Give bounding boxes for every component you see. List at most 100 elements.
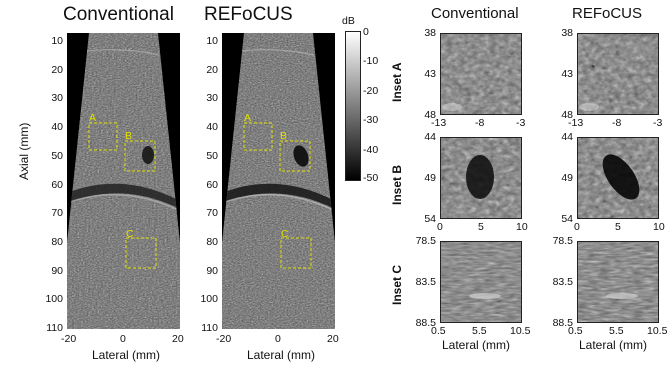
inset-c-xtick: 10.5 (510, 325, 531, 337)
inset-b-ytick: 54 (424, 213, 436, 225)
roi-label-b: B (125, 130, 133, 142)
roi-label-c: C (126, 228, 134, 240)
axial-axis-label: Axial (mm) (17, 122, 31, 180)
xtick-left-neg20: -20 (61, 333, 77, 345)
inset-a-xtick: -8 (475, 117, 485, 129)
inset-b-ytick: 44 (561, 131, 573, 143)
inset-b-xtick: 5 (615, 221, 621, 233)
roi-box-a-2 (243, 122, 273, 151)
ultrasound-svg-conventional (67, 33, 180, 329)
inset-c-refo-panel (577, 241, 659, 323)
inset-c-ytick: 78.5 (415, 235, 436, 247)
inset-c-xtick: 0.5 (568, 325, 583, 337)
inset-a-refo-panel (577, 33, 659, 115)
inset-lateral-label: Lateral (mm) (442, 338, 511, 352)
axial-tick-label: 100 (45, 293, 63, 306)
roi-label-b-2: B (280, 130, 288, 142)
axial-tick-label: 80 (51, 235, 63, 248)
colorbar-unit: dB (342, 15, 355, 27)
inset-a-xtick: -13 (431, 117, 447, 129)
lateral-label-mid: Lateral (mm) (247, 348, 316, 362)
inset-b-refo-panel (577, 137, 659, 219)
inset-a-conv-panel (440, 33, 522, 115)
inset-c-label: Inset C (390, 264, 404, 305)
xtick-mid-20: 20 (327, 333, 339, 345)
inset-a-xtick: -3 (653, 117, 663, 129)
inset-c-conv-panel (440, 241, 522, 323)
axial-tick-label-mid: 40 (206, 121, 218, 134)
axial-tick-label-mid: 110 (201, 322, 218, 334)
inset-b-xtick: 0 (437, 221, 443, 233)
roi-box-b-2 (279, 140, 311, 172)
inset-b-ytick: 49 (424, 172, 436, 184)
inset-c-xtick: 0.5 (431, 325, 446, 337)
xtick-mid-neg20: -20 (216, 333, 232, 345)
axial-tick-label: 90 (51, 264, 63, 277)
title-refocus-inset: REFoCUS (572, 5, 643, 22)
axial-tick-label-mid: 70 (206, 207, 218, 220)
colorbar-tick-10: -10 (363, 55, 379, 67)
inset-b-xtick: 10 (516, 221, 528, 233)
colorbar-tick-40: -40 (363, 144, 379, 156)
axial-tick-label: 40 (51, 121, 63, 134)
roi-box-c-2 (280, 237, 312, 269)
inset-a-ytick: 48 (424, 109, 436, 121)
axial-tick-label-mid: 10 (206, 35, 218, 47)
axial-tick-label: 50 (51, 149, 63, 162)
axial-tick-label-mid: 20 (206, 63, 218, 76)
inset-a-xtick: -13 (568, 117, 584, 129)
axial-tick-label: 70 (51, 207, 63, 220)
axial-tick-label: 60 (51, 178, 63, 191)
ultrasound-image-conventional: A B C (67, 33, 180, 329)
inset-c-xtick: 10.5 (647, 325, 668, 337)
title-conventional-inset: Conventional (431, 5, 519, 22)
roi-box-b (124, 140, 156, 172)
inset-b-xtick: 10 (653, 221, 665, 233)
inset-a-ytick: 38 (561, 27, 573, 39)
roi-box-c (125, 237, 157, 269)
lateral-label-left: Lateral (mm) (92, 348, 161, 362)
axial-tick-label-mid: 100 (200, 293, 218, 306)
inset-a-xtick: -3 (516, 117, 526, 129)
title-conventional-main: Conventional (63, 4, 174, 25)
inset-a-xtick: -8 (612, 117, 622, 129)
roi-label-a: A (89, 112, 97, 124)
inset-b-xtick: 0 (574, 221, 580, 233)
inset-b-xtick: 5 (478, 221, 484, 233)
colorbar-tick-50: -50 (363, 172, 379, 184)
inset-c-ytick: 88.5 (415, 317, 436, 329)
ultrasound-image-refocus: A B C (222, 33, 335, 329)
inset-c-ytick: 88.5 (552, 317, 573, 329)
axial-tick-label-mid: 50 (206, 149, 218, 162)
roi-label-c-2: C (281, 228, 289, 240)
xtick-left-0: 0 (120, 333, 126, 345)
inset-c-ytick: 78.5 (552, 235, 573, 247)
roi-label-a-2: A (244, 112, 252, 124)
inset-c-ytick: 83.5 (415, 276, 436, 288)
inset-lateral-label: Lateral (mm) (579, 338, 648, 352)
axial-tick-label: 110 (46, 322, 63, 334)
inset-a-ytick: 48 (561, 109, 573, 121)
axial-tick-label-mid: 60 (206, 178, 218, 191)
ultrasound-svg-refocus (222, 33, 335, 329)
inset-a-ytick: 43 (561, 68, 573, 80)
colorbar-tick-20: -20 (363, 85, 379, 97)
inset-a-label: Inset A (390, 62, 404, 102)
colorbar (345, 31, 361, 181)
inset-c-xtick: 5.5 (609, 325, 624, 337)
xtick-mid-0: 0 (275, 333, 281, 345)
inset-c-xtick: 5.5 (472, 325, 487, 337)
axial-tick-label-mid: 80 (206, 235, 218, 248)
inset-b-ytick: 54 (561, 213, 573, 225)
inset-b-label: Inset B (390, 164, 404, 205)
colorbar-tick-0: 0 (363, 26, 369, 38)
title-refocus-main: REFoCUS (204, 4, 293, 25)
inset-a-ytick: 43 (424, 68, 436, 80)
axial-tick-label: 20 (51, 63, 63, 76)
axial-tick-label-mid: 30 (206, 92, 218, 105)
inset-b-ytick: 49 (561, 172, 573, 184)
axial-tick-label-mid: 90 (206, 264, 218, 277)
axial-tick-label: 30 (51, 92, 63, 105)
xtick-left-20: 20 (172, 333, 184, 345)
inset-b-ytick: 44 (424, 131, 436, 143)
